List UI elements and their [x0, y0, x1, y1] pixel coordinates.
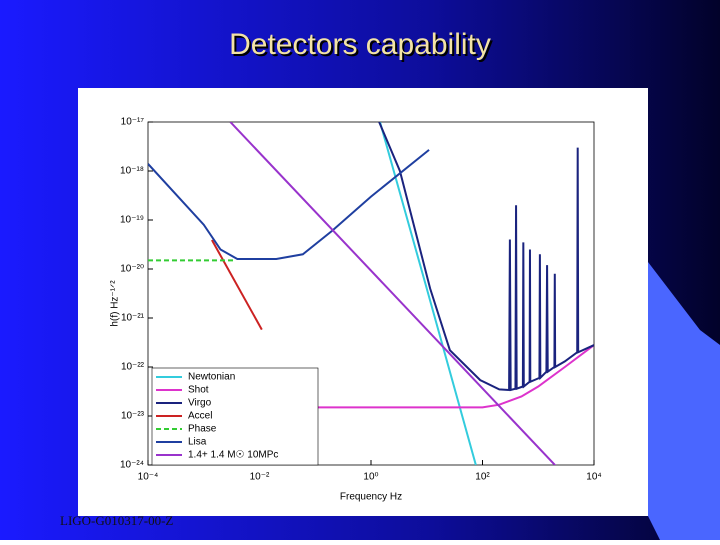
y-tick-label: 10⁻²⁰	[120, 264, 144, 275]
y-tick-label: 10⁻¹⁹	[120, 215, 144, 226]
x-tick-label: 10⁴	[586, 472, 601, 483]
legend-label: Lisa	[188, 437, 207, 448]
series-line	[211, 239, 263, 331]
series-line	[315, 344, 594, 409]
y-tick-label: 10⁻²¹	[121, 313, 145, 324]
x-tick-label: 10⁻⁴	[138, 472, 159, 483]
x-tick-label: 10²	[475, 472, 490, 483]
y-tick-label: 10⁻²⁴	[120, 460, 144, 471]
plot-area	[148, 122, 594, 465]
footer: LIGO-G010317-00-Z	[60, 513, 173, 528]
legend-label: Accel	[188, 411, 212, 422]
x-tick-label: 10⁻²	[250, 472, 270, 483]
slide-title: Detectors capability	[229, 28, 491, 61]
y-tick-label: 10⁻¹⁸	[120, 166, 144, 177]
y-axis-label: h(f) Hz⁻¹ᐟ²	[110, 280, 121, 327]
legend-label: 1.4+ 1.4 M☉ 10MPc	[188, 450, 278, 461]
y-tick-label: 10⁻¹⁷	[121, 117, 145, 128]
decoration	[648, 262, 720, 540]
x-tick-label: 10⁰	[363, 472, 378, 483]
series-line	[229, 122, 557, 465]
x-axis-label: Frequency Hz	[340, 492, 402, 503]
legend-label: Newtonian	[188, 372, 235, 383]
series-line	[148, 149, 430, 260]
y-tick-label: 10⁻²²	[121, 362, 145, 373]
legend-label: Phase	[188, 424, 217, 435]
legend-label: Virgo	[188, 398, 212, 409]
series-line	[378, 122, 594, 392]
y-tick-label: 10⁻²³	[121, 411, 145, 422]
legend-label: Shot	[188, 385, 209, 396]
